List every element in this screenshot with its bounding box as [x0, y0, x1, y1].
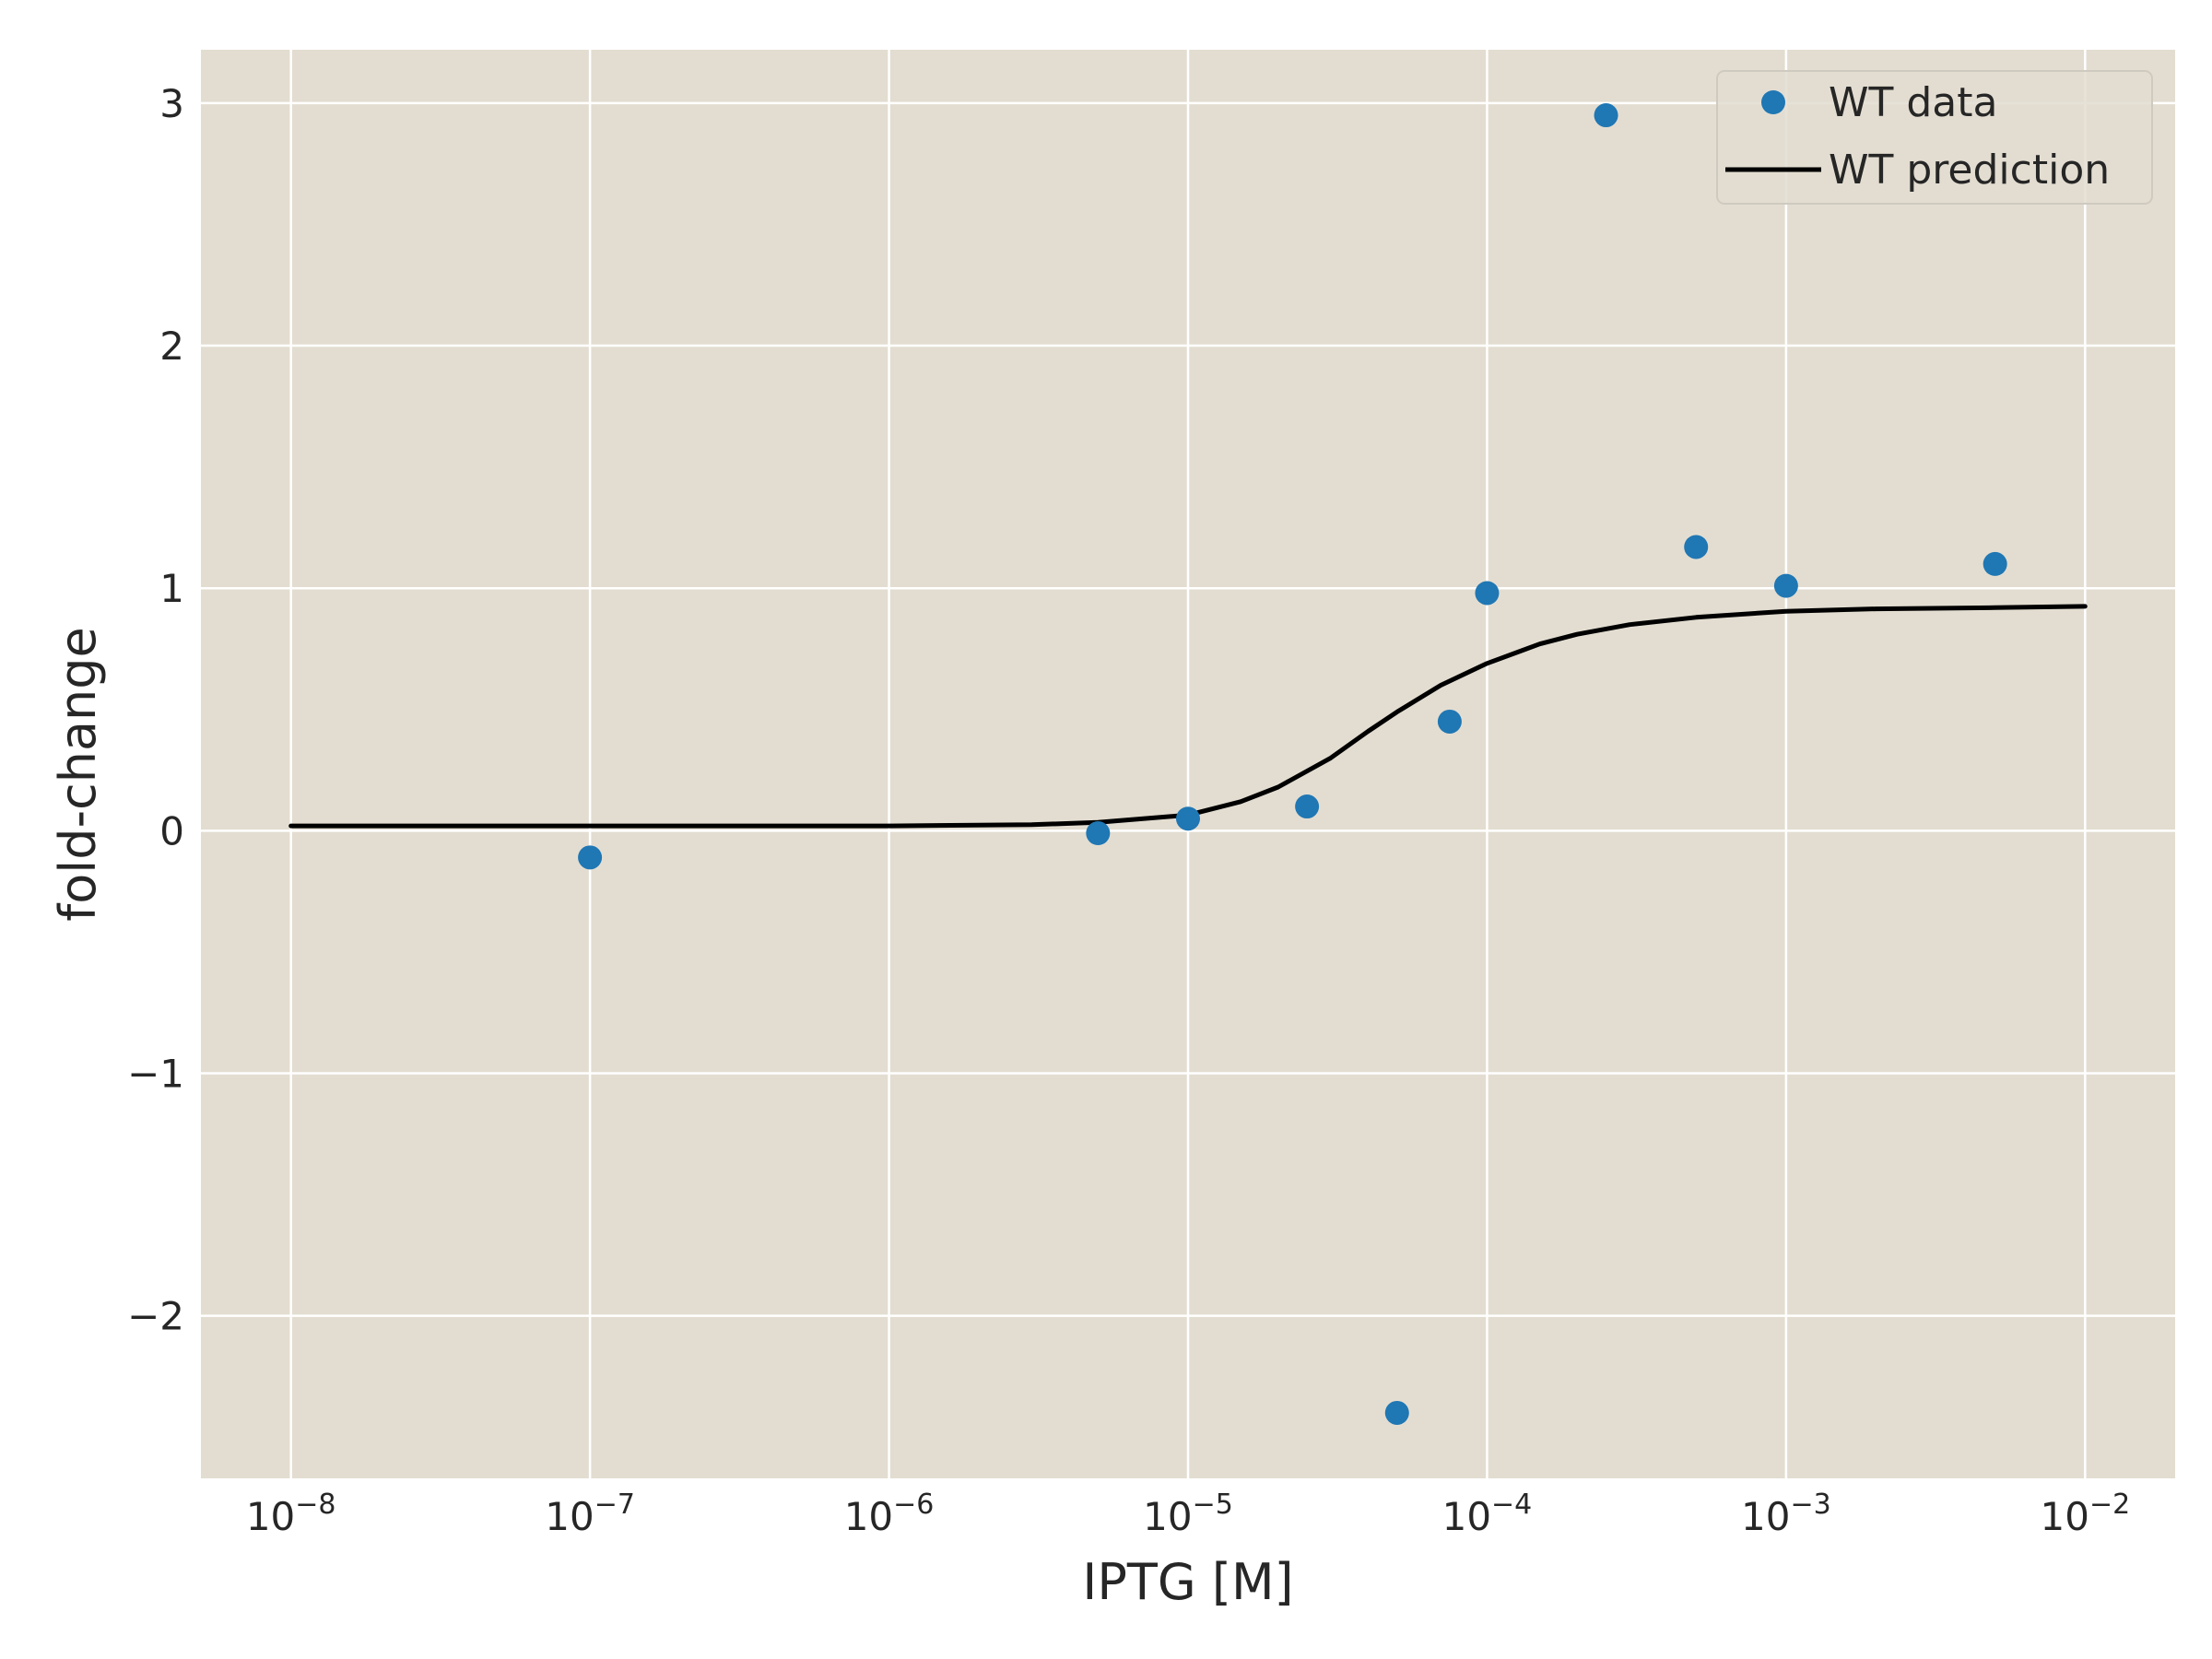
y-tick-label: −1 [127, 1052, 184, 1097]
data-point [1086, 821, 1111, 845]
data-point [1176, 806, 1200, 831]
x-tick-label: 10−3 [1741, 1488, 1831, 1539]
data-point [1437, 709, 1462, 734]
data-point [1475, 581, 1500, 606]
y-tick-label: 3 [159, 81, 184, 126]
prediction-line [288, 604, 2088, 829]
data-point [1384, 1400, 1409, 1425]
data-point [1295, 794, 1320, 819]
legend-box [1716, 70, 2153, 205]
data-point [1684, 535, 1709, 559]
y-tick-label: 0 [159, 808, 184, 853]
x-tick-label: 10−8 [246, 1488, 336, 1539]
legend-label-wt-data: WT data [1829, 79, 1997, 126]
x-tick-label: 10−6 [844, 1488, 935, 1539]
data-point [1983, 551, 2007, 576]
x-tick-label: 10−4 [1442, 1488, 1533, 1539]
legend-label-wt-prediction: WT prediction [1829, 147, 2110, 194]
x-tick-label: 10−5 [1143, 1488, 1233, 1539]
data-point [1594, 103, 1618, 128]
series-layer [288, 103, 2088, 1425]
legend: WT data WT prediction [1716, 70, 2153, 205]
y-tick-label: −2 [127, 1294, 184, 1339]
legend-marker-wt-data [1761, 90, 1785, 114]
y-axis-ticks: −2 −1 0 1 2 3 [127, 81, 184, 1339]
x-axis-label: IPTG [M] [1082, 1553, 1293, 1611]
y-axis-label: fold-change [49, 627, 107, 922]
x-tick-label: 10−2 [2040, 1488, 2130, 1539]
data-point [578, 845, 603, 870]
y-tick-label: 1 [159, 566, 184, 611]
y-tick-label: 2 [159, 324, 184, 369]
grid [201, 50, 2175, 1478]
data-point [1773, 573, 1798, 598]
x-axis-ticks: 10−8 10−7 10−6 10−5 10−4 10−3 10−2 [246, 1488, 2130, 1539]
x-tick-label: 10−7 [545, 1488, 635, 1539]
